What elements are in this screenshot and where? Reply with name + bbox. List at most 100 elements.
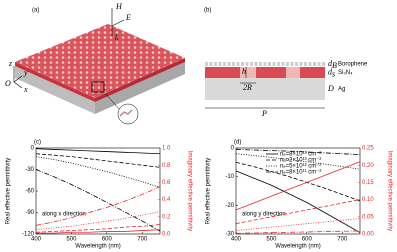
y-tick-label: -30 (225, 232, 234, 238)
layer-labels: d B Borophene d s Si₃N₄ D Ag (327, 59, 368, 93)
r-label: 2R (243, 83, 252, 92)
series-line (35, 224, 161, 233)
e-axis (111, 19, 125, 27)
borophene-top (15, 24, 185, 98)
substrate-right (95, 62, 185, 114)
layer-right (95, 58, 185, 102)
e-label: E (125, 13, 131, 22)
layer-left (15, 62, 95, 102)
plot-frame (35, 147, 161, 235)
y2-tick-label: 0.0 (162, 232, 171, 238)
series-line (235, 153, 361, 170)
o-label: O (5, 79, 11, 88)
y2-tick-label: 0.10 (362, 197, 374, 203)
y-tick-label: -120 (22, 232, 35, 238)
y2-tick-label: 0.6 (162, 180, 171, 186)
series-line (235, 149, 361, 155)
panel-label: (a) (32, 8, 39, 14)
layer-name: Si₃N₄ (338, 70, 353, 76)
y2-tick-label: 0.2 (162, 214, 171, 220)
y2-tick-label: 0.05 (362, 214, 374, 220)
annotation: along y direction (242, 212, 286, 218)
series-line (235, 170, 361, 233)
legend-label: nₑ=2×10¹³ cm⁻² (280, 158, 321, 164)
x-tick-label: 600 (302, 237, 313, 243)
chart: (d) 400 500 600 700 -30 -20 -10 0 0.00 0.05 0.10 0.1… (206, 140, 393, 250)
y-tick-label: -30 (25, 167, 34, 173)
panel-label: (b) (204, 8, 211, 14)
series-line (35, 148, 161, 155)
charts: (c) 400 500 600 700 -120 -90 -60 -30 0 0.0 0.2 0.4 0.… (6, 140, 393, 250)
legend-label: nₑ=8×10¹³ cm⁻² (280, 152, 321, 158)
layer-symbol: D (327, 84, 334, 93)
x-tick-label: 700 (337, 237, 348, 243)
y-tick-label: -10 (225, 174, 234, 180)
panel-b: (b) h 2R P d B Borophene d s Si₃N₄ D Ag (204, 8, 368, 118)
y2-tick-label: 0.00 (362, 232, 374, 238)
series-line (35, 186, 161, 226)
layer-sub: B (332, 61, 337, 70)
layer-name: Borophene (338, 62, 368, 68)
y2-tick-label: 1.0 (162, 146, 171, 152)
x-tick-label: 400 (231, 237, 242, 243)
y-tick-label: -20 (225, 203, 234, 209)
x-axis-label: Wavelength (nm) (75, 244, 120, 250)
k-label: k (115, 33, 119, 42)
series-line (235, 230, 361, 234)
z-label: z (8, 59, 13, 68)
y2-tick-label: 0.20 (362, 163, 374, 169)
h-label: h (242, 67, 246, 76)
atom-chain (119, 109, 133, 117)
annotation: along x direction (42, 212, 86, 218)
layer-symbol: d (328, 67, 333, 76)
y-axis-label: Real effective permittivity (206, 158, 212, 225)
series-line (35, 169, 161, 232)
h-label: H (115, 2, 123, 11)
x-tick-label: 500 (66, 237, 77, 243)
x-tick-label: 700 (137, 237, 148, 243)
layer-symbol: d (328, 59, 333, 68)
y-tick-label: 0 (31, 146, 35, 152)
y-tick-label: -90 (25, 210, 34, 216)
y-axis-label: Real effective permittivity (6, 158, 12, 225)
x-tick-label: 600 (102, 237, 113, 243)
grating (205, 67, 240, 78)
series-line (235, 218, 361, 231)
chart: (c) 400 500 600 700 -120 -90 -60 -30 0 0.0 0.2 0.4 0.… (6, 140, 193, 250)
legend-label: nₑ=8×10¹¹ cm⁻² (280, 170, 321, 176)
y2-tick-label: 0.4 (162, 197, 171, 203)
y-tick-label: -60 (25, 189, 34, 195)
zoom-line (103, 91, 121, 111)
x-axis (13, 81, 23, 89)
series-line (35, 153, 161, 168)
series-line (235, 199, 361, 225)
x-tick-label: 500 (266, 237, 277, 243)
legend-label: nₑ=5×10¹² cm⁻² (280, 164, 321, 170)
x-tick-label: 400 (31, 237, 42, 243)
p-label: P (261, 109, 267, 118)
x-axis-label: Wavelength (nm) (275, 244, 320, 250)
y-axis (13, 75, 23, 83)
series-line (35, 156, 161, 188)
y2-axis-label: Imaginary effective permittivity (186, 151, 192, 232)
zoom-box (91, 81, 105, 93)
series-line (235, 161, 361, 211)
layer-name: Ag (338, 87, 345, 93)
panel-a: (a) H E k z y x O (5, 2, 185, 125)
y2-axis-label: Imaginary effective permittivity (386, 151, 392, 232)
y2-tick-label: 0.15 (362, 180, 374, 186)
x-label: x (23, 85, 28, 94)
series-line (235, 161, 361, 202)
grating (300, 67, 325, 78)
y2-tick-label: 0.8 (162, 163, 171, 169)
y-label: y (23, 68, 28, 77)
substrate-left (15, 66, 95, 114)
layer-sub: s (332, 69, 335, 78)
ag-layer (205, 78, 325, 100)
plot-frame (235, 147, 361, 235)
series-line (36, 229, 161, 234)
series-line (35, 211, 161, 231)
y2-tick-label: 0.25 (362, 146, 374, 152)
grating (256, 67, 286, 78)
